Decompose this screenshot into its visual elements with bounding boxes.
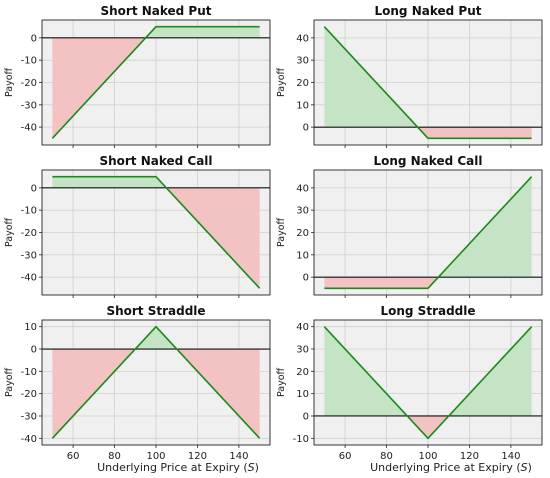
y-tick-label: -30 <box>21 100 37 111</box>
y-tick-label: 40 <box>296 33 309 44</box>
y-tick-label: 40 <box>296 183 309 194</box>
payoff-line <box>51 325 261 439</box>
x-tick-label: 140 <box>501 451 520 462</box>
x-tick-label: 80 <box>108 451 121 462</box>
loss-area <box>324 277 428 289</box>
y-tick-label: -40 <box>21 123 37 134</box>
panel-3: -40 -30 -20 -10 0 Short Naked Call Payoff <box>4 154 271 298</box>
x-tick-label: 120 <box>460 451 479 462</box>
y-axis-label: Payoff <box>276 67 287 97</box>
panel-6: -10 0 10 20 30 40 60 80 100 120 140 Long Straddle Pa… <box>276 304 543 462</box>
panel-5: -40 -30 -20 -10 0 10 60 80 100 120 140 Short Stradd… <box>4 304 271 462</box>
x-axis-label-right: Underlying Price at Expiry (S) <box>370 461 532 474</box>
profit-area <box>52 176 157 188</box>
chart-title: Short Naked Call <box>99 154 212 168</box>
y-tick-label: -10 <box>21 367 37 378</box>
y-tick-label: -30 <box>21 250 37 261</box>
y-tick-label: 20 <box>296 228 309 239</box>
y-tick-label: 0 <box>303 123 309 134</box>
y-tick-label: 0 <box>31 345 37 356</box>
y-axis-label: Payoff <box>4 217 15 247</box>
y-tick-label: -30 <box>21 411 37 422</box>
y-tick-label: 0 <box>31 183 37 194</box>
payoff-line <box>51 25 260 139</box>
y-tick-label: -20 <box>21 228 37 239</box>
y-axis-label: Payoff <box>4 67 15 97</box>
chart-title: Long Naked Put <box>375 4 482 18</box>
loss-area <box>428 127 532 139</box>
y-tick-label: 30 <box>296 206 309 217</box>
y-tick-label: 10 <box>296 100 309 111</box>
y-tick-label: 10 <box>24 322 37 333</box>
y-tick-label: 0 <box>303 273 309 284</box>
y-tick-label: -20 <box>21 389 37 400</box>
x-tick-label: 60 <box>339 451 352 462</box>
profit-area <box>156 26 260 38</box>
x-tick-label: 120 <box>188 451 207 462</box>
y-tick-label: 0 <box>31 33 37 44</box>
y-tick-label: 10 <box>296 250 309 261</box>
y-axis-label: Payoff <box>4 367 15 397</box>
y-tick-label: 10 <box>296 389 309 400</box>
y-tick-label: 20 <box>296 367 309 378</box>
y-axis-label: Payoff <box>276 367 287 397</box>
payoff-line <box>323 26 532 140</box>
x-tick-label: 80 <box>380 451 393 462</box>
x-tick-label: 100 <box>146 451 165 462</box>
y-tick-label: 30 <box>296 56 309 67</box>
chart-title: Short Straddle <box>106 304 205 318</box>
x-tick-label: 60 <box>67 451 80 462</box>
y-tick-label: -10 <box>21 56 37 67</box>
y-axis-label: Payoff <box>276 217 287 247</box>
y-tick-label: 20 <box>296 78 309 89</box>
y-tick-label: -10 <box>21 206 37 217</box>
y-tick-label: 30 <box>296 345 309 356</box>
panel-2: 0 10 20 30 40 Long Naked Put Payoff <box>276 4 543 148</box>
x-axis-label-left: Underlying Price at Expiry (S) <box>97 461 259 474</box>
chart-title: Long Naked Call <box>373 154 482 168</box>
x-tick-label: 100 <box>418 451 437 462</box>
y-tick-label: 40 <box>296 322 309 333</box>
panel-4: 0 10 20 30 40 Long Naked Call Payoff <box>276 154 543 298</box>
y-tick-label: -10 <box>293 434 309 445</box>
y-tick-label: -40 <box>21 273 37 284</box>
loss-area <box>417 127 428 139</box>
y-tick-label: -20 <box>21 78 37 89</box>
payoff-line <box>324 176 533 290</box>
y-tick-label: -40 <box>21 434 37 445</box>
chart-title: Long Straddle <box>380 304 475 318</box>
panel-1: -40 -30 -20 -10 0 Short Naked Put Payoff <box>4 4 271 148</box>
chart-title: Short Naked Put <box>100 4 211 18</box>
payoff-line <box>323 326 533 440</box>
y-tick-label: 0 <box>303 411 309 422</box>
payoff-line <box>52 175 261 289</box>
x-tick-label: 140 <box>229 451 248 462</box>
